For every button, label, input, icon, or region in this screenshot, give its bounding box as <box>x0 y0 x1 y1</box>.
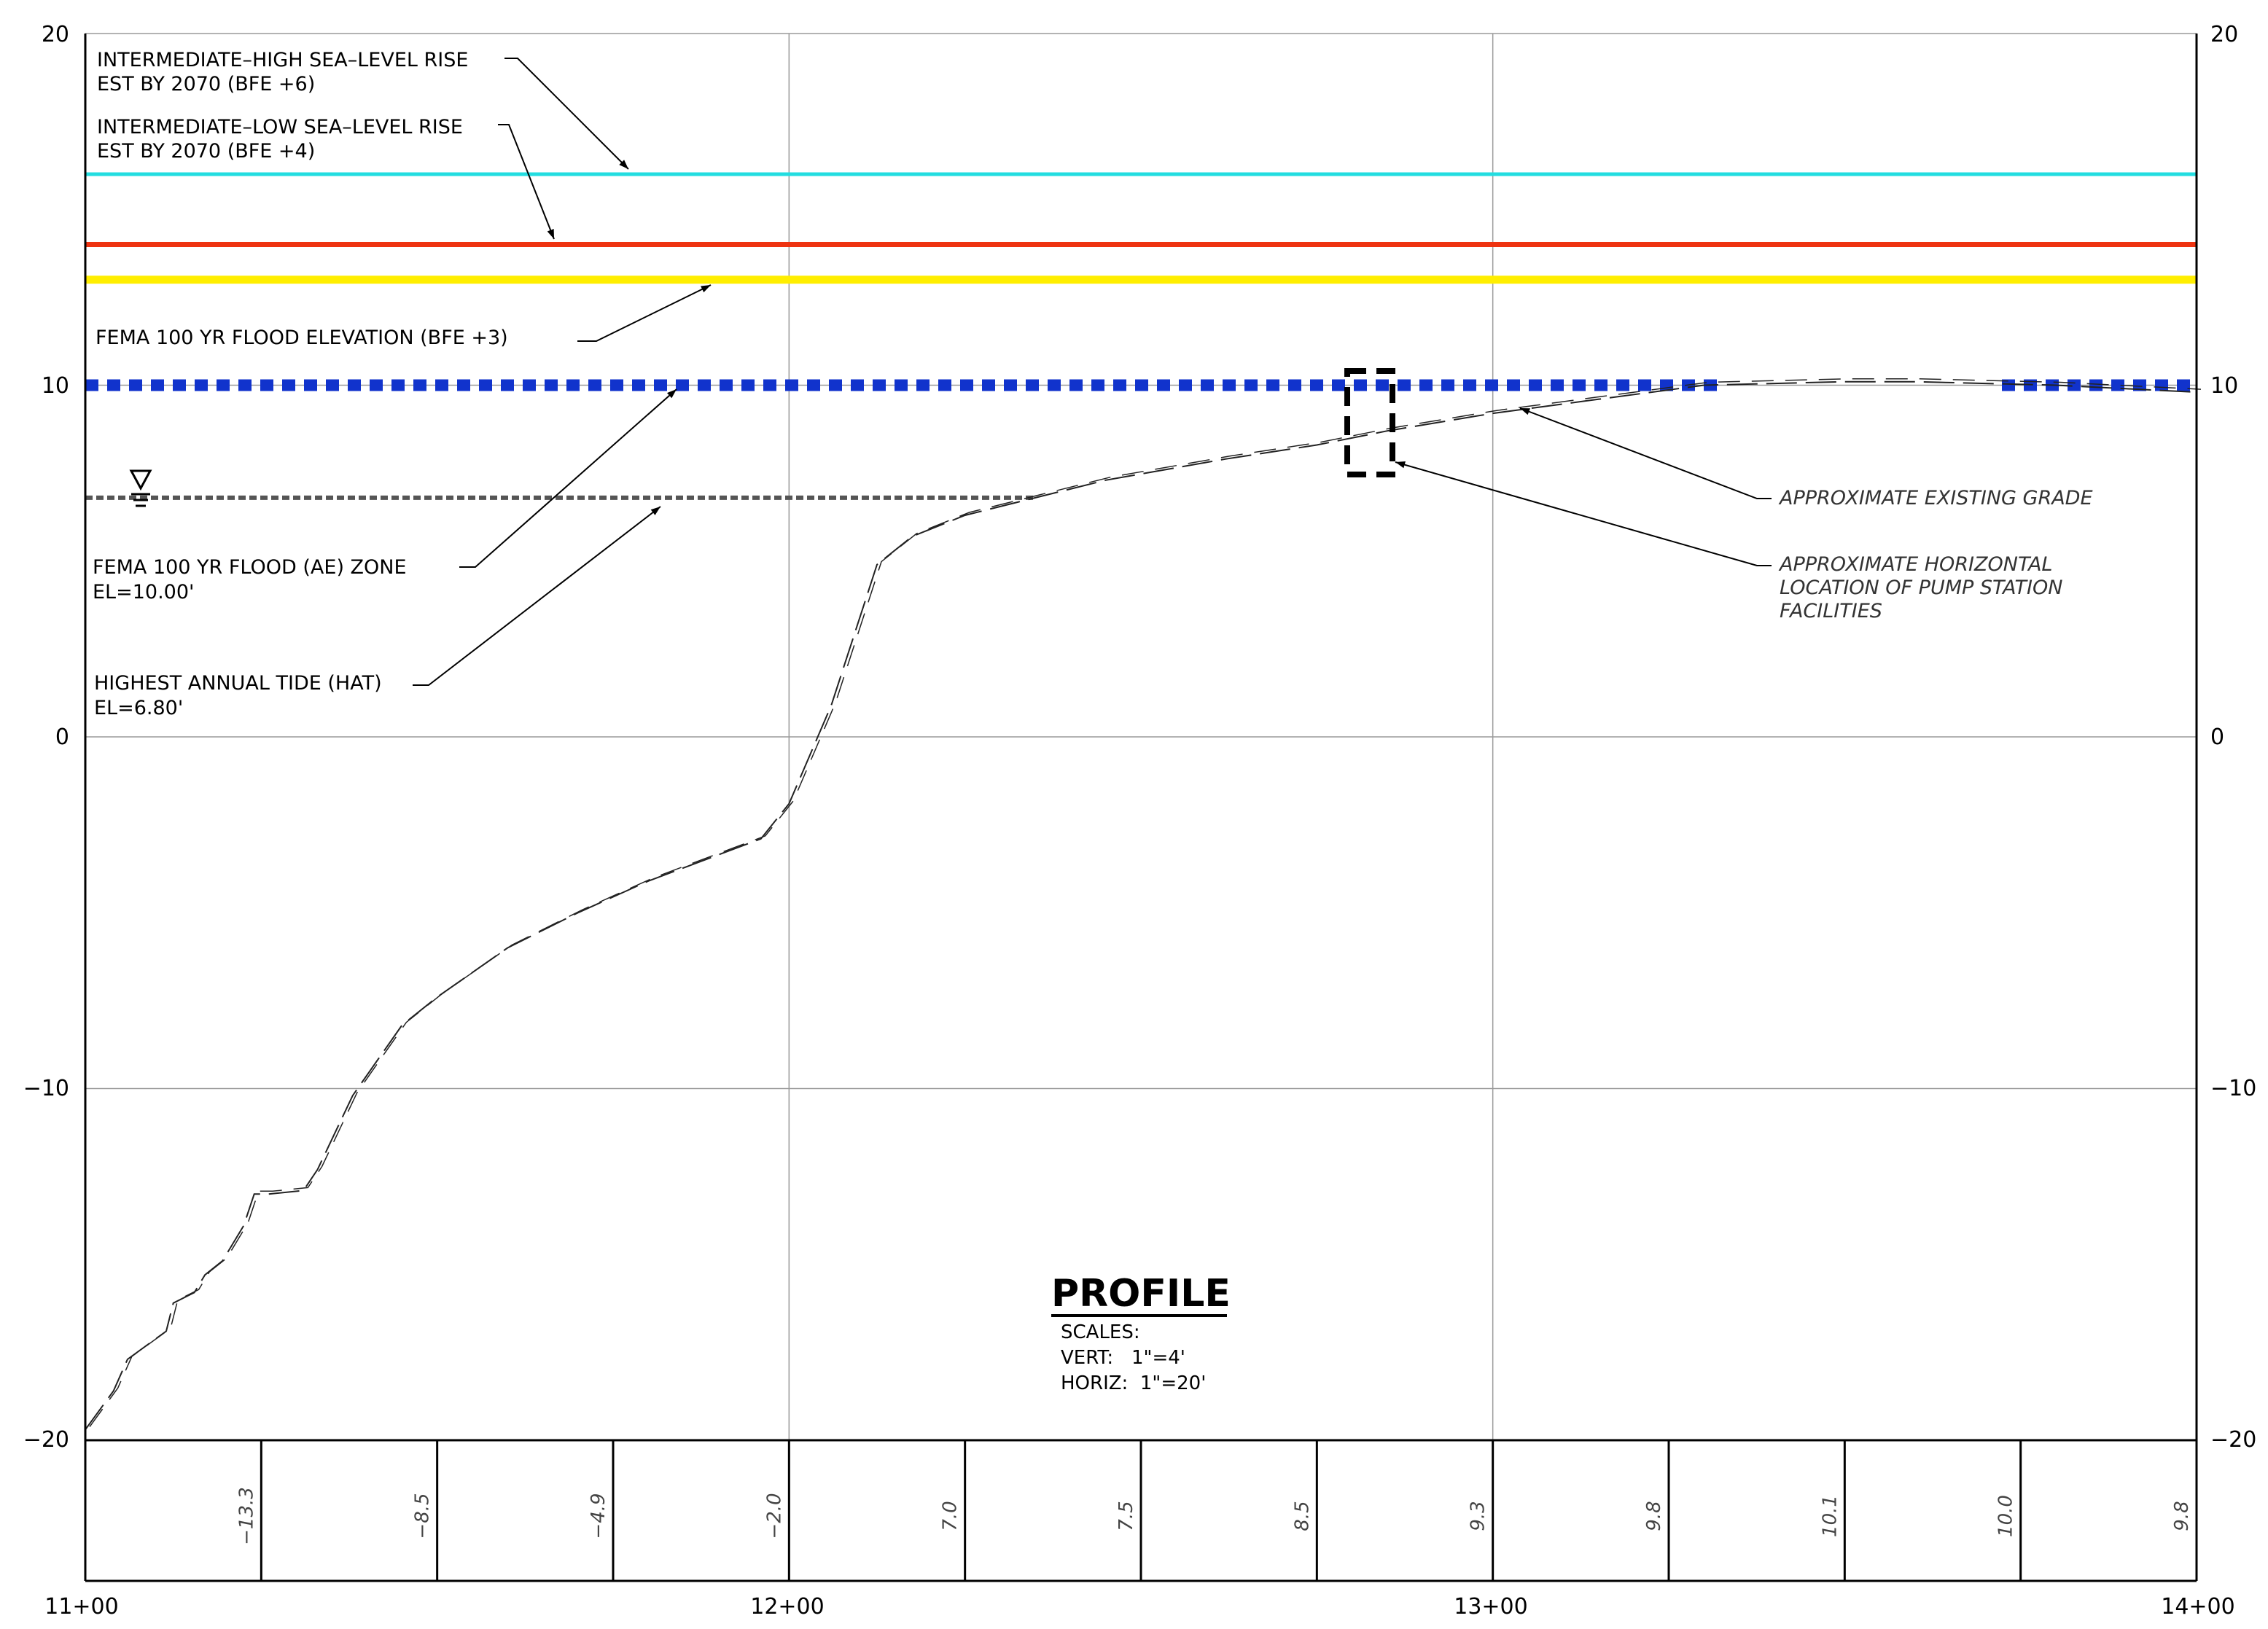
leader-line <box>1395 462 1772 566</box>
callout-line: EL=10.00' <box>93 581 194 603</box>
callout-line: EST BY 2070 (BFE +4) <box>97 140 315 163</box>
grade-value: −8.5 <box>412 1493 434 1539</box>
grade-value-table: −13.3 −8.5 −4.9 −2.0 7.0 7.5 8.5 9.3 9.8 10.1 10.0… <box>85 1440 2197 1581</box>
x-axis: 11+00 12+00 13+00 14+00 <box>44 1594 2234 1620</box>
leader-line <box>413 507 660 685</box>
callout-line: FEMA 100 YR FLOOD ELEVATION (BFE +3) <box>96 327 508 349</box>
callout-sea-level-high: INTERMEDIATE–HIGH SEA–LEVEL RISE EST BY … <box>97 49 468 95</box>
grade-value: 9.8 <box>1643 1501 1665 1531</box>
leader-line <box>459 389 677 567</box>
leader-line <box>498 125 554 239</box>
drawing-title: PROFILE <box>1051 1272 1231 1316</box>
vertical-scale: VERT: 1"=4' <box>1061 1347 1185 1369</box>
grade-value: 9.3 <box>1468 1501 1489 1531</box>
callout-sea-level-low: INTERMEDIATE–LOW SEA–LEVEL RISE EST BY 2… <box>97 116 463 163</box>
callout-line: LOCATION OF PUMP STATION <box>1780 577 2062 599</box>
grade-value: −2.0 <box>763 1493 785 1539</box>
x-tick-label: 12+00 <box>750 1594 824 1620</box>
y-axis-right: 20 10 0 −10 −20 <box>2210 22 2256 1453</box>
water-level-triangle-icon <box>131 471 150 506</box>
horizontal-scale: HORIZ: 1"=20' <box>1061 1372 1206 1394</box>
grade-value: 10.1 <box>1819 1495 1841 1537</box>
y-tick-label: 10 <box>2210 373 2238 399</box>
y-tick-label: 0 <box>2210 724 2224 750</box>
leader-arrowhead <box>1520 408 1530 415</box>
callout-fema-bfe: FEMA 100 YR FLOOD ELEVATION (BFE +3) <box>96 327 508 349</box>
callout-line: FACILITIES <box>1780 600 1882 622</box>
callout-line: FEMA 100 YR FLOOD (AE) ZONE <box>93 556 407 579</box>
y-tick-label: 20 <box>2210 22 2238 47</box>
leader-arrowhead <box>547 229 554 239</box>
pump-station-callout: APPROXIMATE HORIZONTAL LOCATION OF PUMP … <box>1778 553 2062 622</box>
leader-arrowhead <box>1395 461 1406 468</box>
leader-line <box>504 58 628 169</box>
grade-value: 9.8 <box>2171 1501 2193 1531</box>
existing-grade-label: APPROXIMATE EXISTING GRADE <box>1778 487 2093 509</box>
y-tick-label: −10 <box>2210 1076 2256 1101</box>
grade-value: −13.3 <box>235 1487 257 1545</box>
callout-line: INTERMEDIATE–LOW SEA–LEVEL RISE <box>97 116 463 138</box>
grade-value: 8.5 <box>1291 1501 1313 1531</box>
callout-line: EL=6.80' <box>94 697 183 719</box>
callout-line: APPROXIMATE HORIZONTAL <box>1778 553 2052 576</box>
callout-hat: HIGHEST ANNUAL TIDE (HAT) EL=6.80' <box>94 672 382 719</box>
grade-value: 7.0 <box>940 1501 962 1531</box>
x-tick-label: 13+00 <box>1454 1594 1527 1620</box>
y-tick-label: 20 <box>42 22 69 47</box>
callout-line: EST BY 2070 (BFE +6) <box>97 73 315 95</box>
y-tick-label: −20 <box>2210 1427 2256 1453</box>
leader-line <box>1520 408 1772 499</box>
grade-value: −4.9 <box>588 1493 609 1539</box>
y-tick-label: 10 <box>42 373 69 399</box>
grade-value: 10.0 <box>1995 1495 2017 1537</box>
callout-line: HIGHEST ANNUAL TIDE (HAT) <box>94 672 382 695</box>
y-tick-label: −10 <box>23 1076 69 1101</box>
leader-arrowhead <box>651 507 660 515</box>
x-tick-label: 14+00 <box>2161 1594 2234 1620</box>
existing-grade-line <box>90 379 2201 1427</box>
x-tick-label: 11+00 <box>44 1594 118 1620</box>
callout-line: INTERMEDIATE–HIGH SEA–LEVEL RISE <box>97 49 468 71</box>
leader-lines <box>413 58 1772 685</box>
grade-value: 7.5 <box>1115 1501 1137 1531</box>
callout-ae-zone: FEMA 100 YR FLOOD (AE) ZONE EL=10.00' <box>93 556 407 603</box>
y-axis-left: 20 10 0 −10 −20 <box>23 22 69 1453</box>
title-block: PROFILE SCALES: VERT: 1"=4' HORIZ: 1"=20… <box>1051 1272 1231 1394</box>
y-tick-label: −20 <box>23 1427 69 1453</box>
leader-line <box>577 285 711 341</box>
y-tick-label: 0 <box>55 724 69 750</box>
scales-heading: SCALES: <box>1061 1321 1140 1343</box>
leader-arrowhead <box>701 285 711 292</box>
